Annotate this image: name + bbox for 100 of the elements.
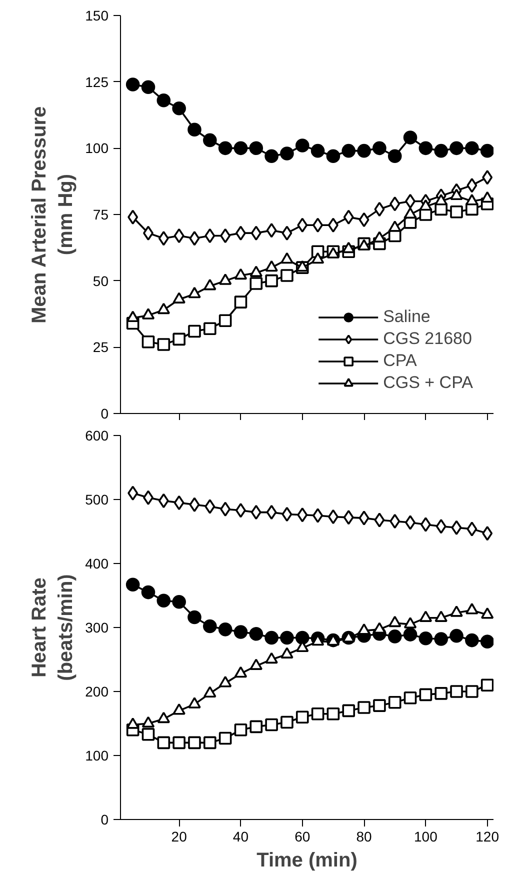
- point: [218, 314, 232, 328]
- point: [266, 223, 277, 238]
- legend-label: CGS 21680: [383, 329, 472, 349]
- point: [172, 736, 186, 750]
- point: [218, 274, 232, 285]
- point: [172, 595, 186, 609]
- point: [434, 610, 448, 622]
- point: [218, 141, 232, 156]
- y-tick-label: 500: [85, 492, 109, 508]
- y-tick-label: 25: [92, 339, 109, 356]
- point: [436, 518, 446, 534]
- x-tick-label: 120: [476, 828, 500, 844]
- point: [142, 716, 155, 728]
- x-tick-label: 40: [232, 828, 249, 844]
- point: [388, 220, 402, 232]
- point: [312, 218, 324, 233]
- point: [326, 149, 340, 164]
- point: [310, 144, 325, 158]
- y-tick-label: 200: [85, 684, 109, 700]
- point: [404, 692, 417, 704]
- point: [188, 610, 202, 624]
- point: [188, 324, 201, 338]
- point: [420, 517, 431, 532]
- point: [358, 701, 370, 714]
- point: [390, 514, 400, 529]
- point: [374, 512, 385, 528]
- point: [280, 630, 294, 645]
- point: [203, 686, 216, 698]
- point: [188, 697, 201, 708]
- point: [390, 196, 400, 212]
- point: [157, 736, 170, 750]
- point: [419, 199, 432, 211]
- point: [203, 736, 216, 750]
- x-axis-title: Time (min): [256, 850, 358, 872]
- point: [297, 218, 308, 233]
- point: [220, 228, 231, 244]
- point: [357, 144, 371, 158]
- point: [249, 627, 264, 641]
- point: [295, 138, 310, 152]
- point: [142, 335, 155, 348]
- point: [450, 628, 464, 643]
- point: [204, 499, 216, 514]
- point: [280, 269, 294, 282]
- point: [142, 308, 155, 320]
- point: [234, 724, 248, 736]
- point: [373, 699, 386, 712]
- point: [282, 506, 292, 522]
- point: [204, 228, 216, 244]
- point: [297, 507, 308, 522]
- point: [126, 78, 140, 92]
- point: [405, 515, 416, 530]
- point: [143, 226, 154, 240]
- point: [282, 226, 292, 240]
- point: [312, 508, 324, 523]
- point: [295, 630, 310, 645]
- point: [158, 493, 169, 508]
- point: [466, 194, 478, 206]
- point: [174, 495, 184, 510]
- point: [466, 685, 478, 698]
- point: [342, 704, 356, 718]
- point: [434, 632, 448, 646]
- point: [218, 622, 232, 636]
- legend-label: CGS + CPA: [383, 373, 473, 393]
- point: [202, 619, 217, 634]
- point: [249, 141, 264, 156]
- point: [126, 718, 140, 729]
- point: [434, 144, 448, 158]
- point: [480, 607, 494, 619]
- point: [265, 260, 278, 272]
- point: [418, 141, 433, 156]
- y-tick-label: 0: [100, 406, 109, 422]
- point: [404, 207, 417, 219]
- x-tick-label: 100: [414, 828, 438, 844]
- x-tick-label: 60: [294, 828, 310, 844]
- point: [466, 602, 478, 614]
- point: [374, 202, 385, 217]
- point: [343, 210, 354, 225]
- y-tick-label: 400: [85, 556, 109, 572]
- legend-label: Saline: [383, 307, 430, 327]
- point: [450, 685, 463, 698]
- point: [419, 688, 432, 702]
- point: [434, 194, 448, 206]
- point: [218, 732, 232, 745]
- point: [203, 322, 216, 335]
- point: [450, 606, 463, 617]
- point: [358, 212, 370, 228]
- point: [343, 510, 354, 525]
- point: [264, 149, 278, 164]
- point: [157, 338, 170, 351]
- point: [358, 623, 370, 635]
- point: [418, 631, 433, 646]
- point: [143, 490, 154, 505]
- point: [404, 617, 417, 628]
- point: [157, 302, 170, 314]
- y-axis-title: Heart Rate (beats/min): [28, 574, 78, 681]
- point: [235, 226, 246, 240]
- point: [250, 226, 262, 240]
- y-tick-label: 0: [100, 812, 109, 828]
- y-tick-label: 100: [85, 748, 109, 764]
- point: [172, 101, 186, 116]
